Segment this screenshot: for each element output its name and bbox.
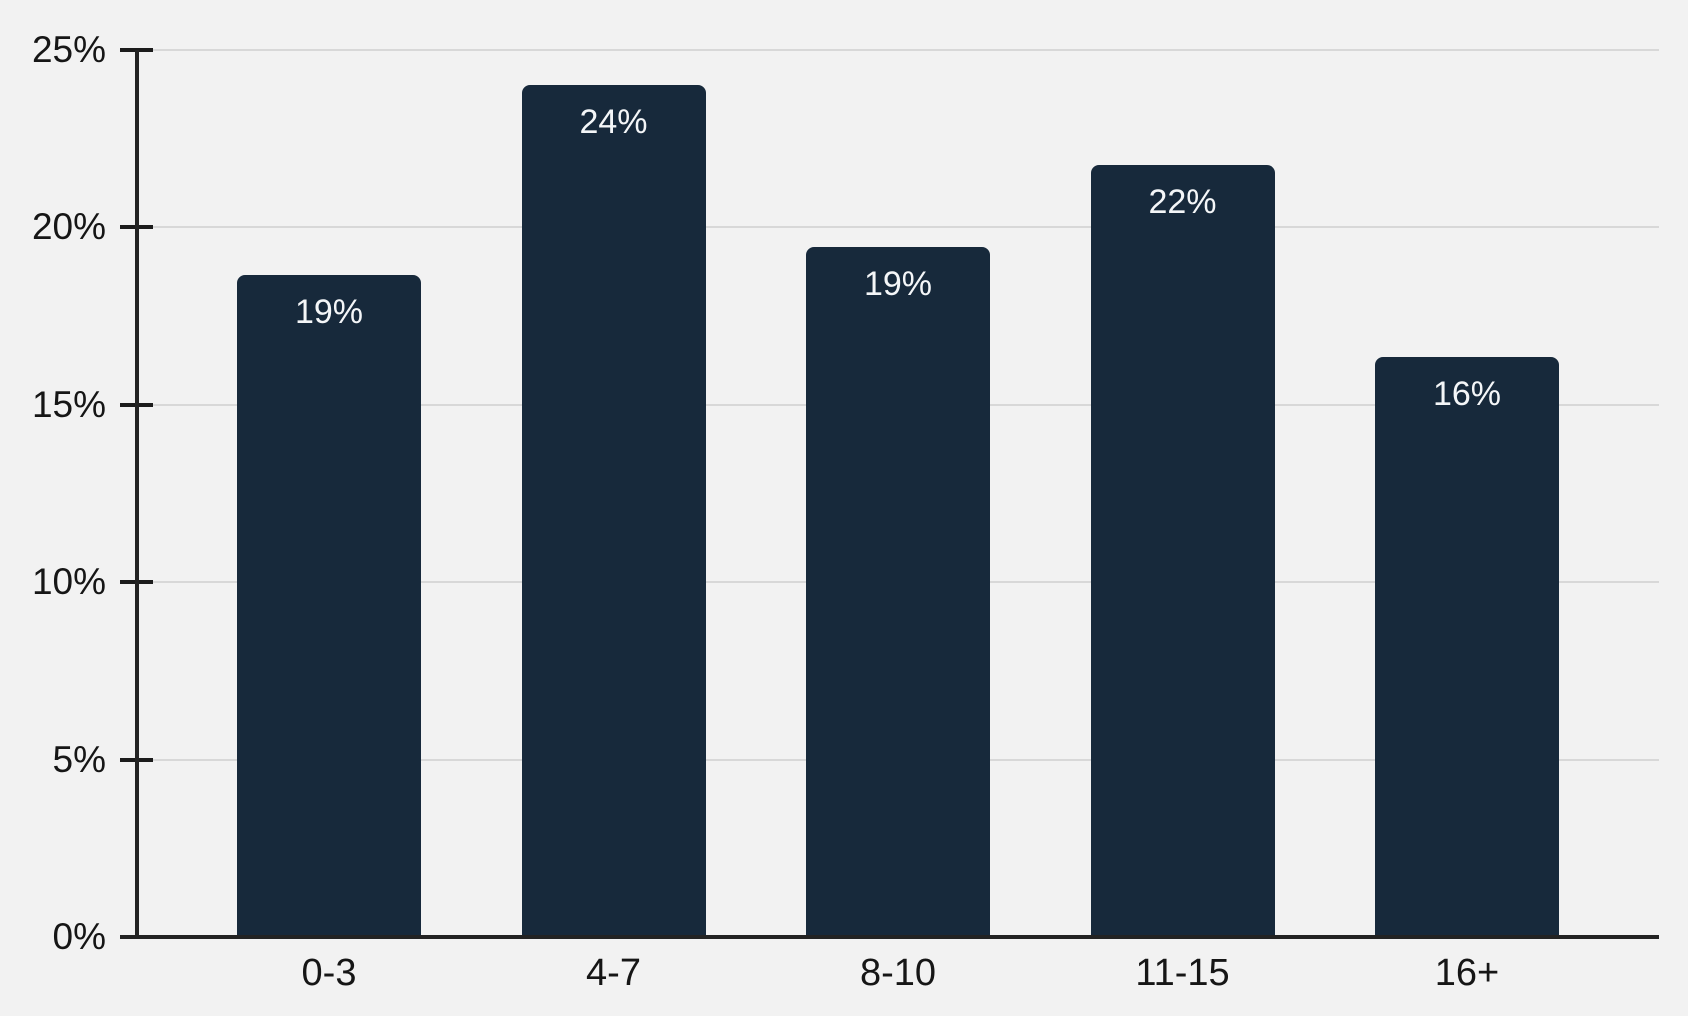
x-axis-category-label: 16+: [1434, 952, 1500, 994]
y-axis-tick-label: 10%: [31, 561, 106, 603]
y-axis-tick-label: 5%: [52, 738, 106, 780]
bar-11-15: 22%: [1090, 165, 1275, 935]
gridline: [137, 49, 1659, 51]
bar-4-7: 24%: [521, 85, 706, 935]
x-axis-category-label: 8-10: [859, 952, 937, 994]
bar-value-label: 24%: [579, 103, 648, 142]
y-axis-tick-label: 25%: [31, 29, 106, 70]
bar-16+: 16%: [1375, 356, 1559, 935]
x-axis-category-label: 11-15: [1135, 952, 1230, 994]
bar-8-10: 19%: [806, 246, 990, 935]
x-axis-category-label: 0-3: [301, 952, 357, 994]
x-axis-category-label: 4-7: [586, 952, 641, 994]
bar-value-label: 19%: [863, 264, 933, 303]
y-axis-line: [135, 50, 139, 939]
y-axis-tick-label: 0%: [52, 916, 106, 957]
x-axis-line: [120, 935, 1659, 939]
bar-value-label: 19%: [294, 293, 364, 332]
bar-value-label: 16%: [1432, 374, 1502, 413]
y-axis-tick-label: 20%: [31, 206, 106, 248]
gridline: [137, 226, 1659, 229]
bar-0-3: 19%: [237, 275, 421, 935]
y-axis-tick-label: 15%: [31, 383, 106, 425]
bar-value-label: 22%: [1148, 183, 1217, 222]
